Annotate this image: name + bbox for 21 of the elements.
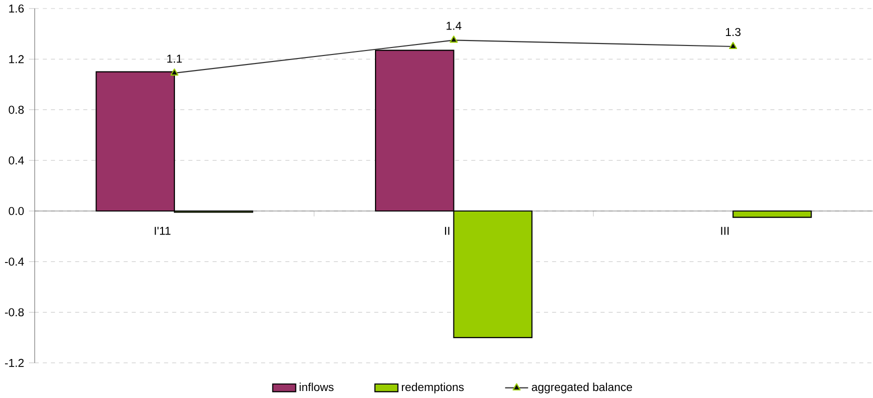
- y-tick-label: 0.0: [8, 206, 24, 215]
- y-tick-label: 1.6: [9, 4, 24, 12]
- bar: [732, 210, 812, 218]
- x-tick-label: I'11: [154, 226, 170, 235]
- y-tick-label: -1.2: [5, 358, 24, 367]
- x-tick-label: III: [721, 226, 729, 235]
- y-tick-label: 1.2: [9, 54, 24, 63]
- x-tick-label: II: [445, 226, 450, 235]
- y-tick-label: 0.8: [8, 106, 24, 114]
- y-tick-label: 0.4: [8, 156, 24, 164]
- data-label: 1.3: [726, 28, 741, 36]
- y-tick-label: -0.8: [5, 308, 24, 316]
- y-tick-label: -0.4: [5, 257, 24, 266]
- point: [170, 68, 178, 76]
- legend-label: inflows: [300, 382, 334, 391]
- point: [450, 35, 458, 43]
- legend-label: redemptions: [402, 382, 464, 394]
- data-label: 1.4: [446, 22, 462, 30]
- point: [729, 42, 738, 49]
- data-label: 1.1: [167, 54, 182, 62]
- legend-label: aggregated balance: [532, 382, 632, 394]
